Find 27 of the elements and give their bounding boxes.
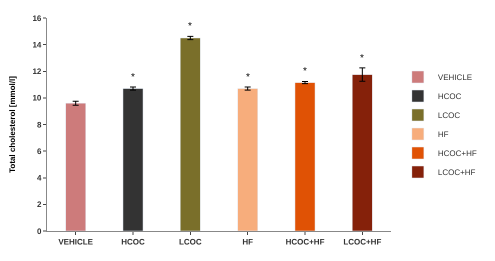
legend-label: VEHICLE [438, 73, 472, 82]
x-tick-label: HCOC+HF [286, 238, 325, 247]
x-tick-label: HF [242, 238, 254, 247]
annotation: * [360, 53, 364, 64]
x-tick-label: VEHICLE [58, 238, 94, 247]
y-tick-label: 10 [32, 94, 42, 103]
y-tick-label: 2 [36, 200, 42, 210]
y-tick-label: 16 [32, 14, 42, 23]
annotation: * [246, 72, 250, 83]
y-tick-label: 12 [32, 67, 42, 76]
x-tick-label: LCOC [178, 238, 202, 247]
y-tick-label: 6 [36, 146, 42, 156]
annotation: * [131, 72, 135, 83]
y-tick-label: 14 [32, 40, 42, 50]
y-axis-title: Total cholesterol [mmol/l] [8, 76, 18, 173]
x-tick-label: HCOC [121, 238, 145, 247]
legend-label: HCOC+HF [438, 149, 477, 158]
y-tick-label: 4 [36, 174, 42, 183]
y-tick-label: 0 [36, 226, 42, 236]
x-tick-label: LCOC+HF [343, 238, 382, 247]
y-tick-label: 8 [36, 120, 42, 130]
annotation: * [303, 66, 307, 77]
annotation: * [188, 21, 192, 32]
legend-label: HF [438, 130, 449, 140]
legend-label: LCOC [438, 111, 460, 120]
legend-label: HCOC [438, 92, 462, 102]
legend-label: LCOC+HF [438, 168, 476, 178]
